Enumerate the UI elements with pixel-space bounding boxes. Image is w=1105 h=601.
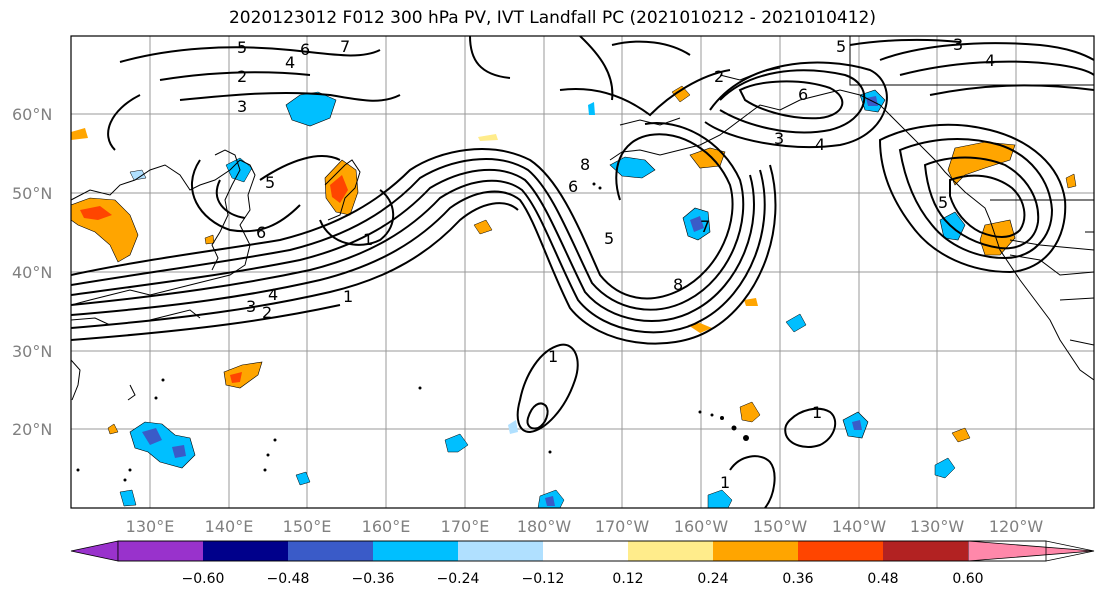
contour-label: 4 — [285, 53, 295, 72]
lon-label: 170°W — [595, 517, 650, 536]
colorbar-tick-label: 0.12 — [612, 571, 643, 587]
contour-label: 3 — [774, 129, 784, 148]
lat-label: 50°N — [12, 184, 52, 203]
contour-label: 4 — [985, 51, 995, 70]
contour-label: 2 — [237, 67, 247, 86]
contour-label: 1 — [812, 403, 822, 422]
contour-label: 3 — [246, 297, 256, 316]
colorbar-segment — [458, 541, 543, 561]
colorbar-tick-label: −0.36 — [352, 571, 395, 587]
lon-label: 120°W — [989, 517, 1044, 536]
colorbar-segment — [543, 541, 628, 561]
colorbar-segment — [628, 541, 713, 561]
contour-label: 1 — [720, 473, 730, 492]
contour-label: 4 — [815, 135, 825, 154]
lon-label: 170°E — [441, 517, 490, 536]
contour-label: 1 — [548, 347, 558, 366]
lon-label: 180°W — [517, 517, 572, 536]
contour-labels: 5 6 7 4 2 3 5 6 1 3 4 2 1 8 6 5 7 8 2 3 … — [237, 35, 995, 492]
lat-label: 40°N — [12, 263, 52, 282]
lat-label: 30°N — [12, 342, 52, 361]
colorbar-tick-label: −0.48 — [267, 571, 310, 587]
colorbar: −0.60 −0.48 −0.36 −0.24 −0.12 0.12 0.24 … — [70, 540, 1095, 587]
islands — [76, 182, 749, 482]
colorbar-ticks: −0.60 −0.48 −0.36 −0.24 −0.12 0.12 0.24 … — [182, 571, 984, 587]
colorbar-segment — [288, 541, 373, 561]
colorbar-segment — [203, 541, 288, 561]
contour-label: 8 — [673, 275, 683, 294]
colorbar-tick-label: 0.24 — [697, 571, 728, 587]
colorbar-extend-right — [967, 540, 1095, 562]
contour-label: 4 — [268, 285, 278, 304]
contour-label: 3 — [953, 35, 963, 54]
contour-label: 2 — [262, 303, 272, 322]
colorbar-tick-label: 0.36 — [782, 571, 813, 587]
lon-labels: 130°E 140°E 150°E 160°E 170°E 180°W 170°… — [126, 517, 1044, 536]
colorbar-tick-label: −0.12 — [522, 571, 565, 587]
coastlines — [71, 36, 1094, 401]
pv-anomaly-shading — [71, 85, 1077, 508]
colorbar-tick-label: 0.48 — [867, 571, 898, 587]
lon-label: 130°W — [910, 517, 965, 536]
lon-label: 130°E — [126, 517, 175, 536]
contour-label: 5 — [938, 193, 948, 212]
contour-label: 7 — [700, 217, 710, 236]
lat-labels: 60°N 50°N 40°N 30°N 20°N — [12, 105, 52, 439]
contour-label: 1 — [363, 230, 373, 249]
colorbar-segment — [798, 541, 883, 561]
colorbar-tick-label: −0.60 — [182, 571, 225, 587]
pv-contours — [71, 36, 1094, 508]
colorbar-segment — [118, 541, 203, 561]
lon-label: 160°W — [674, 517, 729, 536]
contour-label: 8 — [580, 155, 590, 174]
colorbar-extend-left — [70, 540, 119, 562]
colorbar-tick-label: 0.60 — [952, 571, 983, 587]
lon-label: 160°E — [362, 517, 411, 536]
contour-label: 2 — [714, 67, 724, 86]
contour-label: 5 — [604, 229, 614, 248]
contour-label: 7 — [340, 37, 350, 56]
lon-label: 140°E — [205, 517, 254, 536]
contour-label: 6 — [568, 177, 578, 196]
lat-label: 60°N — [12, 105, 52, 124]
contour-label: 6 — [300, 40, 310, 59]
lon-label: 140°W — [832, 517, 887, 536]
colorbar-tick-label: −0.24 — [437, 571, 480, 587]
colorbar-segment — [373, 541, 458, 561]
lat-label: 20°N — [12, 420, 52, 439]
plot-title: 2020123012 F012 300 hPa PV, IVT Landfall… — [228, 8, 876, 28]
contour-label: 3 — [237, 97, 247, 116]
contour-label: 5 — [836, 37, 846, 56]
lon-label: 150°E — [283, 517, 332, 536]
colorbar-segment — [883, 541, 968, 561]
contour-label: 5 — [237, 38, 247, 57]
map-border — [70, 35, 1095, 509]
colorbar-segment — [713, 541, 798, 561]
contour-label: 5 — [265, 173, 275, 192]
contour-label: 6 — [256, 223, 266, 242]
contour-label: 1 — [343, 287, 353, 306]
lon-label: 150°W — [753, 517, 808, 536]
contour-label: 6 — [798, 85, 808, 104]
